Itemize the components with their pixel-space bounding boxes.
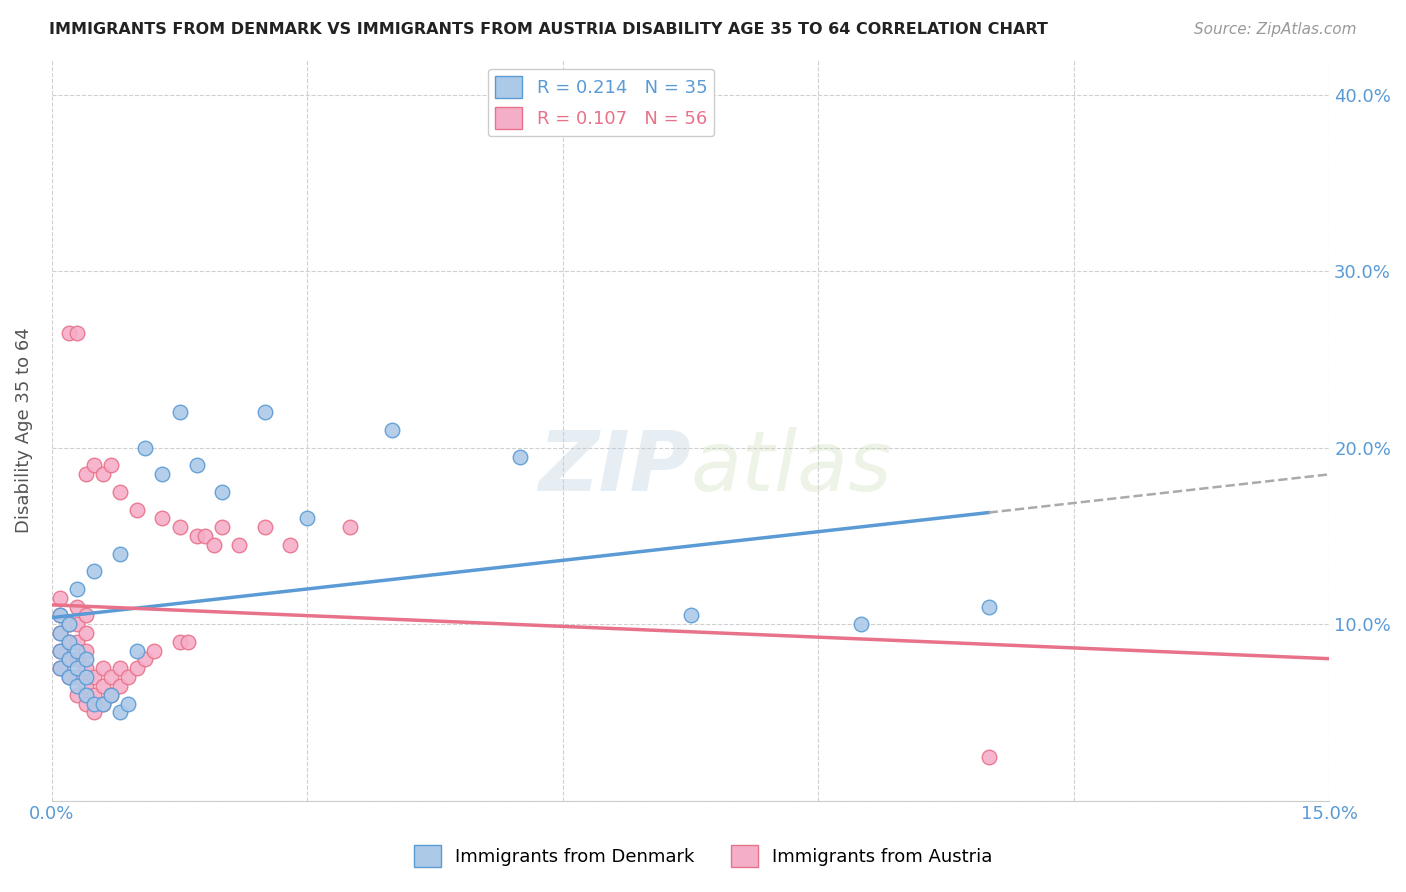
Point — [75, 643, 97, 657]
Point — [100, 670, 122, 684]
Point — [91, 661, 114, 675]
Point — [278, 538, 301, 552]
Point — [58, 326, 80, 340]
Point — [169, 405, 191, 419]
Point — [66, 679, 89, 693]
Text: atlas: atlas — [690, 426, 893, 508]
Point — [58, 635, 80, 649]
Point — [108, 484, 131, 499]
Point — [134, 441, 156, 455]
Point — [134, 652, 156, 666]
Point — [49, 643, 72, 657]
Point — [75, 661, 97, 675]
Point — [194, 529, 217, 543]
Point — [108, 706, 131, 720]
Point — [977, 599, 1000, 614]
Point — [509, 450, 531, 464]
Point — [125, 661, 148, 675]
Point — [253, 520, 276, 534]
Text: ZIP: ZIP — [538, 426, 690, 508]
Point — [49, 608, 72, 623]
Point — [117, 670, 139, 684]
Text: Source: ZipAtlas.com: Source: ZipAtlas.com — [1194, 22, 1357, 37]
Point — [75, 670, 97, 684]
Point — [58, 652, 80, 666]
Point — [108, 547, 131, 561]
Legend: Immigrants from Denmark, Immigrants from Austria: Immigrants from Denmark, Immigrants from… — [406, 838, 1000, 874]
Point — [83, 564, 105, 578]
Point — [142, 643, 165, 657]
Point — [49, 608, 72, 623]
Point — [75, 652, 97, 666]
Point — [108, 661, 131, 675]
Point — [977, 749, 1000, 764]
Point — [66, 661, 89, 675]
Point — [91, 467, 114, 482]
Point — [66, 635, 89, 649]
Point — [339, 520, 361, 534]
Point — [58, 652, 80, 666]
Point — [91, 697, 114, 711]
Point — [108, 679, 131, 693]
Point — [211, 484, 233, 499]
Point — [49, 643, 72, 657]
Point — [66, 670, 89, 684]
Point — [202, 538, 225, 552]
Point — [125, 643, 148, 657]
Point — [58, 635, 80, 649]
Point — [75, 679, 97, 693]
Point — [83, 688, 105, 702]
Point — [100, 688, 122, 702]
Point — [91, 679, 114, 693]
Point — [381, 423, 404, 437]
Point — [83, 697, 105, 711]
Point — [169, 520, 191, 534]
Point — [58, 617, 80, 632]
Y-axis label: Disability Age 35 to 64: Disability Age 35 to 64 — [15, 327, 32, 533]
Point — [100, 688, 122, 702]
Point — [66, 599, 89, 614]
Point — [49, 626, 72, 640]
Point — [66, 688, 89, 702]
Point — [125, 502, 148, 516]
Point — [849, 617, 872, 632]
Point — [211, 520, 233, 534]
Point — [83, 670, 105, 684]
Point — [169, 635, 191, 649]
Point — [58, 670, 80, 684]
Point — [83, 706, 105, 720]
Point — [75, 697, 97, 711]
Point — [66, 652, 89, 666]
Point — [297, 511, 319, 525]
Point — [177, 635, 200, 649]
Point — [66, 326, 89, 340]
Point — [186, 458, 208, 473]
Point — [152, 467, 174, 482]
Point — [75, 467, 97, 482]
Point — [66, 617, 89, 632]
Point — [75, 608, 97, 623]
Point — [679, 608, 702, 623]
Point — [100, 458, 122, 473]
Point — [253, 405, 276, 419]
Point — [75, 688, 97, 702]
Legend: R = 0.214   N = 35, R = 0.107   N = 56: R = 0.214 N = 35, R = 0.107 N = 56 — [488, 69, 714, 136]
Point — [117, 697, 139, 711]
Text: IMMIGRANTS FROM DENMARK VS IMMIGRANTS FROM AUSTRIA DISABILITY AGE 35 TO 64 CORRE: IMMIGRANTS FROM DENMARK VS IMMIGRANTS FR… — [49, 22, 1047, 37]
Point — [58, 670, 80, 684]
Point — [83, 458, 105, 473]
Point — [66, 582, 89, 596]
Point — [75, 626, 97, 640]
Point — [228, 538, 250, 552]
Point — [91, 697, 114, 711]
Point — [49, 591, 72, 605]
Point — [49, 661, 72, 675]
Point — [186, 529, 208, 543]
Point — [49, 661, 72, 675]
Point — [66, 643, 89, 657]
Point — [58, 617, 80, 632]
Point — [152, 511, 174, 525]
Point — [49, 626, 72, 640]
